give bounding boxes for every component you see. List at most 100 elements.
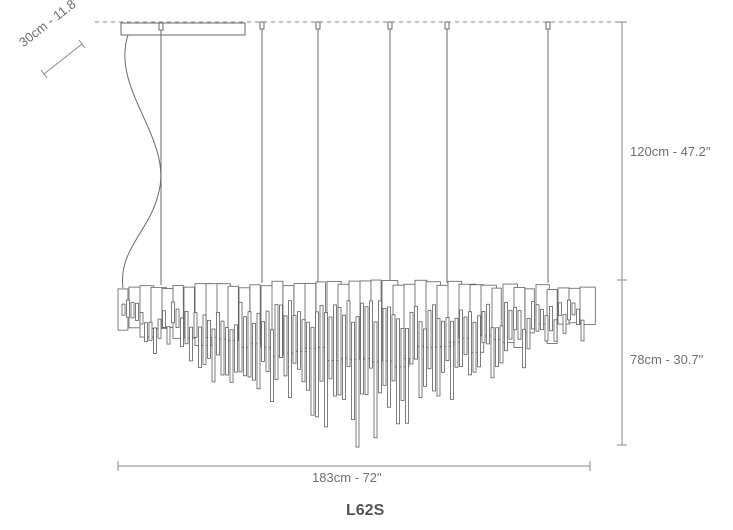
crystal-rod [522, 328, 526, 369]
crystal-rod [373, 321, 378, 439]
crystal-rod [490, 327, 495, 379]
crystal-rod [544, 315, 549, 342]
crystal-rod [454, 317, 459, 368]
body-height-label: 78cm - 30.7" [630, 352, 704, 367]
crystal-rod [144, 322, 148, 342]
crystal-rod [409, 311, 414, 365]
crystal-rod [180, 317, 184, 348]
crystal-rod [355, 316, 360, 448]
crystal-rod [441, 320, 445, 373]
crystal-rod [346, 300, 351, 367]
crystal-rod [486, 303, 490, 345]
crystal-rod [481, 311, 486, 344]
crystal-rod [360, 302, 364, 395]
crystal-rod [567, 299, 571, 321]
canopy [120, 22, 246, 36]
crystal-rod [517, 310, 522, 340]
crystal-rod [292, 315, 297, 364]
crystal-rod [225, 327, 229, 376]
crystal-rod [508, 309, 513, 340]
crystal-rod [378, 300, 382, 394]
crystal-rod [256, 312, 261, 390]
crystal-rod [324, 312, 328, 428]
power-cable [122, 34, 162, 289]
crystal-rod [369, 300, 373, 369]
crystal-rod [148, 321, 153, 341]
crystal-rod [166, 326, 171, 345]
crystal-rod [328, 316, 333, 380]
crystal-rod [171, 301, 175, 324]
height-dimension-line [617, 21, 627, 446]
crystal-rod [364, 306, 369, 395]
crystal-rod [535, 304, 540, 332]
crystal-rod [135, 302, 139, 321]
crystal-rod [288, 300, 292, 398]
crystal-rod [274, 304, 279, 380]
suspension-rods [160, 22, 549, 285]
crystal-rod [261, 321, 265, 362]
crystal-rod [207, 319, 211, 359]
crystal-rod [283, 315, 288, 377]
crystal-rod [459, 309, 463, 367]
crystal-rod [243, 316, 247, 377]
crystal-rod [495, 327, 499, 367]
crystal-rod [450, 320, 454, 400]
crystal-rod [153, 327, 157, 354]
width-dimension-line [117, 461, 591, 471]
crystal-rod [576, 308, 580, 325]
crystal-rod [265, 310, 270, 373]
crystal-rod [126, 299, 130, 318]
rod-attachments [158, 21, 551, 31]
crystal-rod [432, 304, 436, 392]
crystal-rod [297, 311, 301, 370]
crystal-rod [306, 321, 310, 391]
crystal-rod [400, 328, 405, 401]
crystal-rod [333, 304, 337, 397]
crystal-rod [130, 302, 135, 319]
crystal-rod [396, 318, 400, 425]
crystal-rod [571, 302, 576, 316]
crystal-rod [247, 311, 252, 378]
crystal-rod [526, 318, 531, 350]
model-code: L62S [346, 502, 385, 519]
crystal-rod [540, 308, 544, 331]
crystal-rod [193, 312, 198, 338]
crystal-rod [562, 314, 567, 334]
crystal-rod [504, 302, 508, 352]
crystal-rod [472, 321, 477, 373]
crystal-rod [553, 319, 558, 342]
crystal-rod [198, 326, 202, 368]
crystal-rod [423, 328, 427, 387]
crystal-rod [382, 307, 387, 386]
crystal-rod [184, 310, 189, 345]
crystal-rod [513, 306, 517, 331]
crystal-rod [427, 310, 432, 370]
crystal-rod [319, 304, 324, 382]
crystal-rod [414, 305, 418, 360]
crystal-rod [405, 327, 409, 424]
crystal-rod [279, 304, 283, 358]
crystal-rod [310, 326, 315, 416]
suspension-height-label: 120cm - 47.2" [630, 144, 711, 159]
crystal-rod [549, 306, 553, 332]
crystal-rod [418, 321, 423, 399]
crystal-rod [189, 326, 193, 362]
crystal-rod [139, 312, 144, 325]
crystal-rod [468, 311, 472, 376]
crystal-rod [391, 314, 396, 382]
crystal-rod [238, 301, 243, 373]
crystal-rod [220, 320, 225, 376]
crystal-rod [445, 317, 450, 361]
crystal-rod [234, 324, 238, 373]
crystal-rod [202, 314, 207, 365]
crystal-body [117, 279, 596, 448]
crystal-rod [558, 302, 562, 316]
crystal-rod [580, 319, 585, 342]
canopy-dimension-line [40, 39, 86, 79]
crystal-rod [337, 307, 342, 396]
crystal-rod [351, 321, 355, 421]
total-width-label: 183cm - 72" [312, 470, 382, 485]
crystal-panel [579, 286, 596, 325]
crystal-rod [342, 314, 346, 400]
